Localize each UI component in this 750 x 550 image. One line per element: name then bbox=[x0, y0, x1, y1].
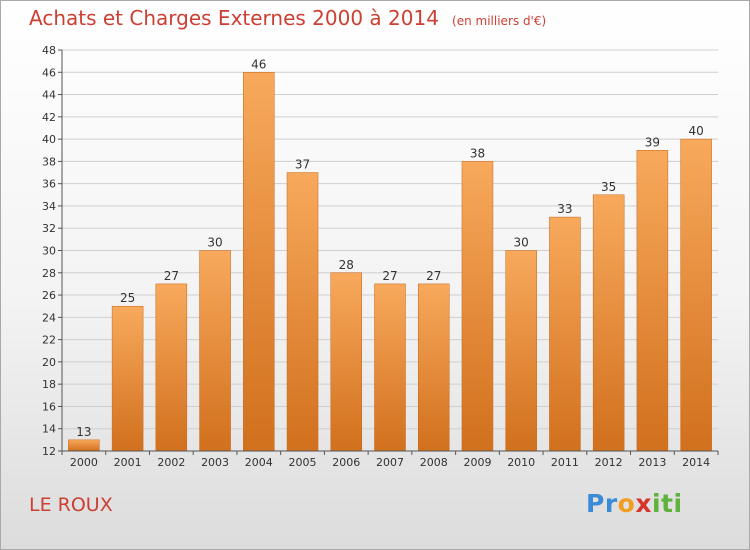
y-tick-label: 14 bbox=[42, 423, 56, 436]
y-tick-label: 36 bbox=[42, 178, 56, 191]
bars: 13 25 27 30 46 37 28 27 27 38 30 33 35 39 40 bbox=[68, 57, 712, 452]
bar-value-label: 40 bbox=[688, 124, 703, 138]
x-tick-label: 2010 bbox=[507, 456, 535, 469]
bar bbox=[286, 172, 319, 452]
y-tick-label: 12 bbox=[42, 445, 56, 458]
x-tick-label: 2000 bbox=[70, 456, 98, 469]
x-tick-label: 2003 bbox=[201, 456, 229, 469]
bar-value-label: 39 bbox=[645, 135, 660, 149]
bar bbox=[461, 161, 494, 452]
bar bbox=[417, 283, 450, 452]
y-tick-label: 16 bbox=[42, 400, 56, 413]
bar bbox=[592, 194, 625, 452]
y-tick-label: 28 bbox=[42, 267, 56, 280]
y-tick-label: 34 bbox=[42, 200, 56, 213]
bar-value-label: 27 bbox=[382, 269, 397, 283]
bar-value-label: 25 bbox=[120, 291, 135, 305]
chart-title: Achats et Charges Externes 2000 à 2014 (… bbox=[29, 6, 546, 30]
brand-logo-part: Pr bbox=[586, 489, 618, 518]
y-tick-label: 24 bbox=[42, 311, 56, 324]
commune-name: LE ROUX bbox=[29, 494, 113, 516]
x-tick-label: 2014 bbox=[682, 456, 710, 469]
y-tick-label: 48 bbox=[42, 44, 56, 57]
x-tick-label: 2006 bbox=[332, 456, 360, 469]
bar-value-label: 46 bbox=[251, 57, 266, 71]
bar-value-label: 27 bbox=[164, 269, 179, 283]
y-tick-label: 46 bbox=[42, 66, 56, 79]
chart-unit: (en milliers d'€) bbox=[452, 14, 547, 28]
bar bbox=[199, 250, 231, 452]
x-tick-label: 2002 bbox=[157, 456, 185, 469]
x-tick-label: 2009 bbox=[463, 456, 491, 469]
y-tick-label: 32 bbox=[42, 222, 56, 235]
bar bbox=[505, 250, 537, 452]
bar-value-label: 28 bbox=[339, 258, 354, 272]
bar bbox=[155, 283, 188, 452]
bar-value-label: 30 bbox=[514, 236, 529, 250]
bar-value-label: 37 bbox=[295, 158, 310, 172]
x-tick-label: 2008 bbox=[420, 456, 448, 469]
bar bbox=[68, 439, 100, 452]
y-tick-label: 26 bbox=[42, 289, 56, 302]
x-tick-label: 2012 bbox=[595, 456, 623, 469]
x-tick-label: 2013 bbox=[638, 456, 666, 469]
bar bbox=[374, 283, 406, 452]
brand-logo: Proxiti bbox=[586, 489, 683, 518]
x-tick-label: 2011 bbox=[551, 456, 579, 469]
bar-value-label: 33 bbox=[557, 202, 572, 216]
brand-logo-part: o bbox=[617, 489, 636, 518]
y-tick-label: 44 bbox=[42, 89, 56, 102]
y-tick-label: 30 bbox=[42, 245, 56, 258]
y-tick-label: 18 bbox=[42, 378, 56, 391]
chart-title-text: Achats et Charges Externes 2000 à 2014 bbox=[29, 6, 439, 30]
x-tick-label: 2005 bbox=[289, 456, 317, 469]
y-tick-label: 40 bbox=[42, 133, 56, 146]
brand-logo-part: iti bbox=[651, 489, 683, 518]
x-tick-label: 2004 bbox=[245, 456, 273, 469]
x-tick-label: 2001 bbox=[114, 456, 142, 469]
y-tick-label: 38 bbox=[42, 155, 56, 168]
y-tick-label: 42 bbox=[42, 111, 56, 124]
y-tick-label: 20 bbox=[42, 356, 56, 369]
bar-value-label: 30 bbox=[207, 236, 222, 250]
bar bbox=[549, 216, 581, 452]
bar-value-label: 38 bbox=[470, 146, 485, 160]
brand-logo-part: x bbox=[635, 489, 652, 518]
bar bbox=[330, 272, 363, 452]
bar bbox=[111, 305, 144, 452]
bar-value-label: 13 bbox=[76, 425, 91, 439]
y-tick-label: 22 bbox=[42, 334, 56, 347]
axes: 12 14 16 18 20 22 24 26 28 30 32 34 36 38 40 42 44 46 48 20… bbox=[42, 44, 719, 469]
bar-value-label: 35 bbox=[601, 180, 616, 194]
x-tick-label: 2007 bbox=[376, 456, 404, 469]
bar bbox=[243, 72, 275, 452]
bar-value-label: 27 bbox=[426, 269, 441, 283]
bar bbox=[636, 150, 669, 452]
bar bbox=[680, 138, 712, 452]
